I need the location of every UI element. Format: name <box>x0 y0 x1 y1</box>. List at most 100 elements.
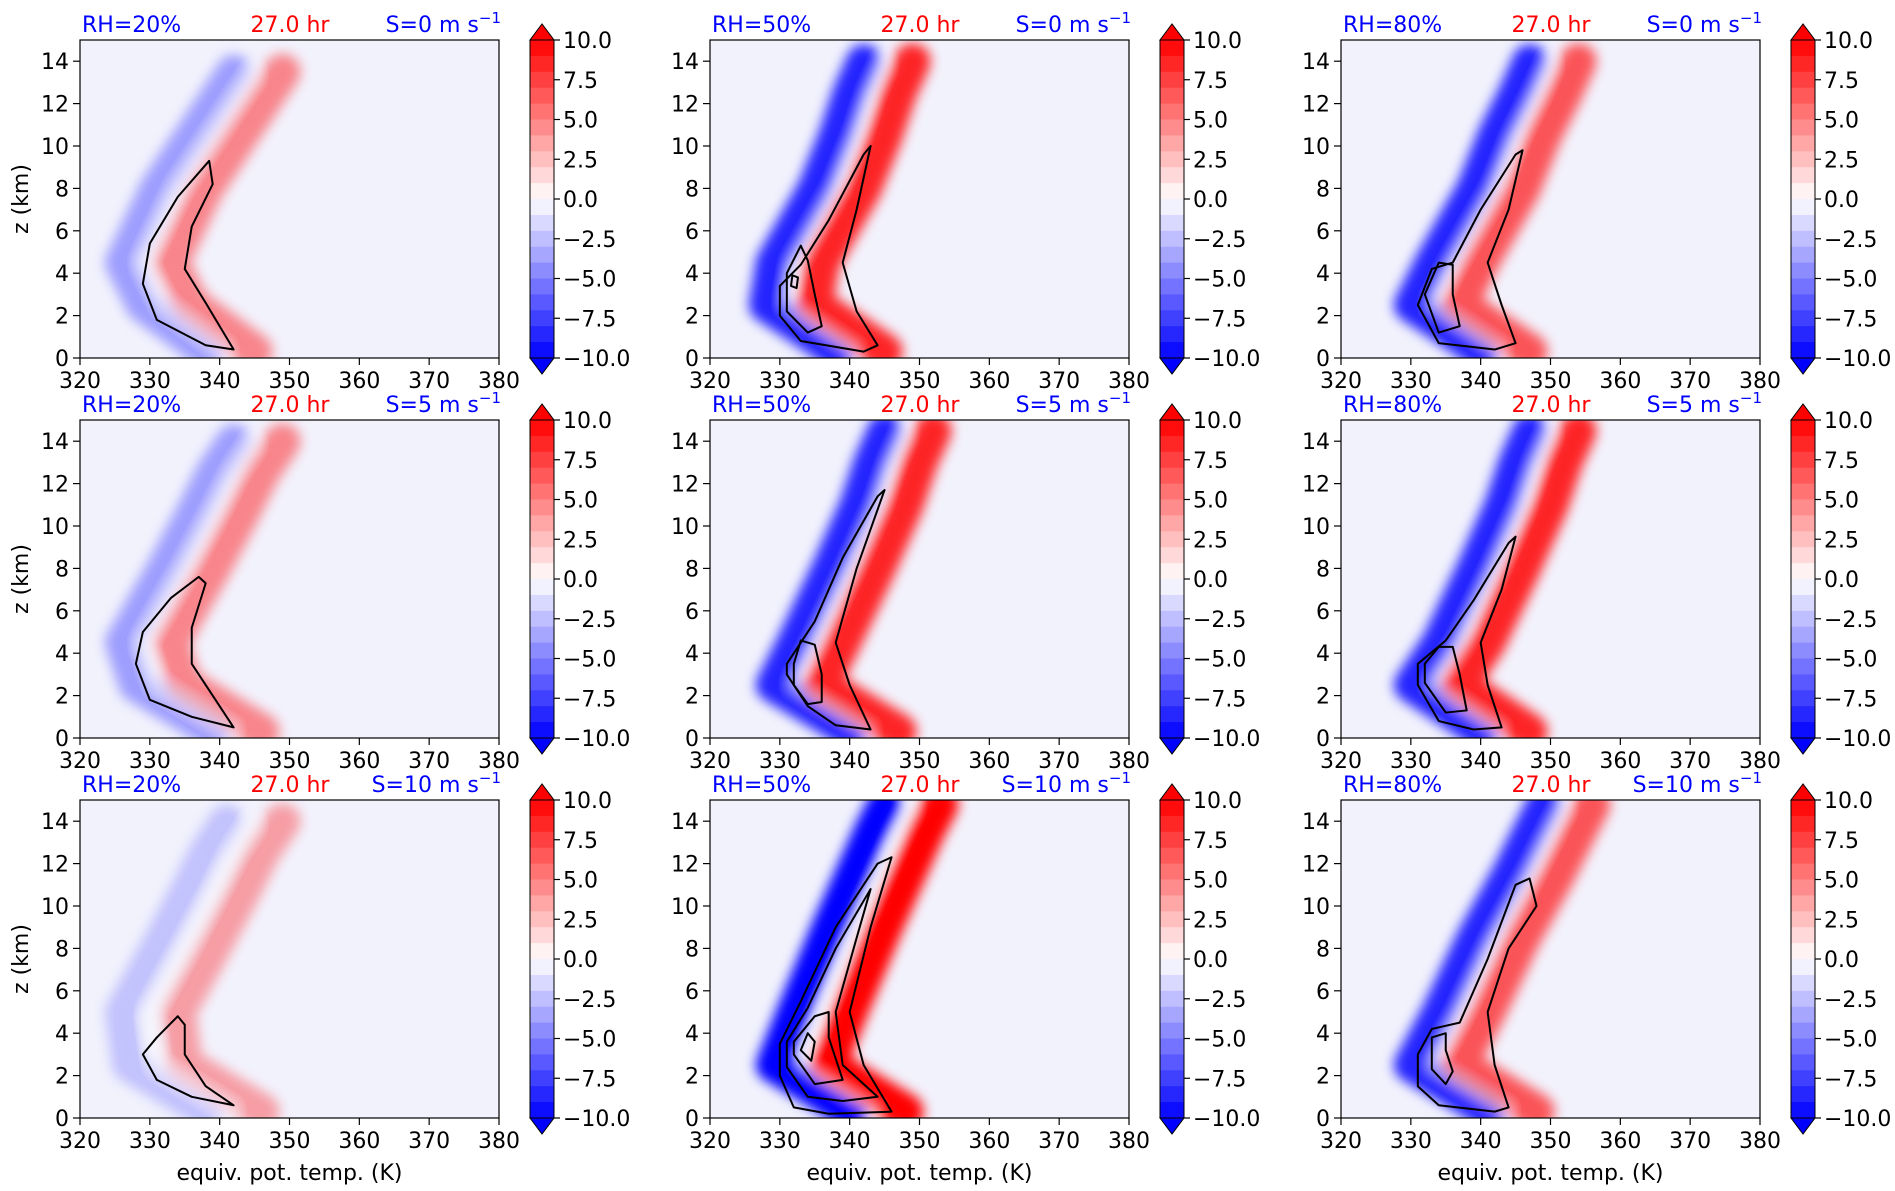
colorbar-bin <box>530 626 554 644</box>
colorbar-bin <box>1160 1022 1184 1039</box>
colorbar-tick-label: −10.0 <box>563 727 630 752</box>
contour-line <box>1423 261 1461 334</box>
y-tick-label: 2 <box>685 305 699 330</box>
colorbar-bin <box>530 40 554 57</box>
colorbar-bin <box>1160 800 1184 817</box>
negative-anomaly-band <box>104 54 251 358</box>
colorbar-bin <box>530 151 554 168</box>
colorbar-bin <box>1791 435 1815 453</box>
colorbar-bin <box>1791 531 1815 548</box>
colorbar-bin <box>1160 499 1184 516</box>
colorbar-tick-label: 5.0 <box>1824 489 1859 514</box>
x-tick-label: 340 <box>1460 1129 1502 1154</box>
shading-group <box>104 53 301 358</box>
x-tick-label: 330 <box>1390 1129 1432 1154</box>
colorbar-bin <box>530 71 554 89</box>
colorbar-bin <box>1791 310 1815 327</box>
time-label: 27.0 hr <box>881 773 961 798</box>
y-tick-label: 4 <box>55 642 69 667</box>
y-tick-label: 14 <box>1302 430 1330 455</box>
x-tick-label: 320 <box>59 749 101 774</box>
colorbar-tick-label: 5.0 <box>563 109 598 134</box>
y-tick-label: 14 <box>41 50 69 75</box>
x-tick-label: 360 <box>968 369 1010 394</box>
y-tick-label: 14 <box>671 50 699 75</box>
x-tick-label: 330 <box>759 1129 801 1154</box>
colorbar-tick-label: −2.5 <box>1824 608 1877 633</box>
colorbar-bin <box>1791 483 1815 500</box>
colorbar-tick-label: −2.5 <box>1193 608 1246 633</box>
x-tick-label: 340 <box>829 749 871 774</box>
colorbar-bin <box>1791 420 1815 437</box>
colorbar-1-2: 10.0 7.5 5.0 2.5 0.0 −2.5 −5.0 −7.5 −10.0 <box>1790 403 1891 755</box>
colorbar-bin <box>1160 943 1184 960</box>
colorbar-bin <box>1791 135 1815 152</box>
x-tick-label: 320 <box>1320 369 1362 394</box>
colorbar-bin <box>1160 674 1184 691</box>
colorbar-tick-label: −10.0 <box>1824 347 1891 372</box>
colorbar-tick-label: 7.5 <box>1824 449 1859 474</box>
colorbar-extend-min <box>529 737 555 755</box>
colorbar-bin <box>530 563 554 580</box>
colorbar-bin <box>530 451 554 469</box>
colorbar-tick-label: −10.0 <box>1824 1107 1891 1132</box>
y-tick-label: 2 <box>1316 685 1330 710</box>
contour-line <box>134 575 235 729</box>
colorbar-bin <box>1160 246 1184 264</box>
colorbar-bin <box>1160 959 1184 976</box>
colorbar-tick-label: 5.0 <box>1824 869 1859 894</box>
colorbar-bin <box>1791 943 1815 960</box>
shear-label-text: S=0 m s <box>1647 13 1740 38</box>
colorbar-bin <box>530 310 554 327</box>
colorbar-bin <box>1160 342 1184 359</box>
colorbar-tick-label: −10.0 <box>1193 727 1260 752</box>
y-tick-label: 0 <box>1316 727 1330 752</box>
x-tick-label: 370 <box>408 749 450 774</box>
x-tick-label: 380 <box>1108 749 1150 774</box>
colorbar-bin <box>530 135 554 152</box>
colorbar-bin <box>1791 1070 1815 1087</box>
colorbar-extend-max <box>1790 23 1816 41</box>
y-tick-label: 12 <box>1302 853 1330 878</box>
negative-anomaly-band <box>1393 800 1561 1118</box>
colorbar-bin <box>1791 246 1815 264</box>
colorbar-bin <box>530 246 554 264</box>
colorbar-bin <box>530 895 554 912</box>
colorbar-bin <box>1791 815 1815 833</box>
colorbar-tick-label: 2.5 <box>1193 528 1228 553</box>
colorbar-bin <box>1791 230 1815 248</box>
x-tick-label: 380 <box>478 1129 520 1154</box>
colorbar-extend-max <box>529 23 555 41</box>
colorbar-tick-label: −2.5 <box>563 988 616 1013</box>
colorbar-bin <box>1791 87 1815 105</box>
y-tick-label: 12 <box>41 473 69 498</box>
colorbar-tick-label: −5.0 <box>1824 648 1877 673</box>
rh-label: RH=80% <box>1343 393 1442 418</box>
x-tick-label: 350 <box>899 369 941 394</box>
colorbar-tick-label: −2.5 <box>1193 988 1246 1013</box>
x-tick-label: 380 <box>1739 749 1781 774</box>
colorbar-bin <box>1160 895 1184 912</box>
x-tick-label: 320 <box>689 749 731 774</box>
y-tick-label: 2 <box>55 685 69 710</box>
colorbar-extend-max <box>1790 403 1816 421</box>
y-tick-label: 2 <box>685 685 699 710</box>
panel-2-1: 320 330 340 350 360 370 380 0 2 4 6 8 10 12 14 equiv. p… <box>671 769 1150 1186</box>
colorbar-tick-label: 10.0 <box>563 29 612 54</box>
colorbar-extend-min <box>1790 357 1816 375</box>
colorbar-bin <box>1160 815 1184 833</box>
x-tick-label: 330 <box>1390 369 1432 394</box>
shear-label-text: S=0 m s <box>386 13 479 38</box>
panel-1-1: 320 330 340 350 360 370 380 0 2 4 6 8 10 12 14 RH=50% 27… <box>671 389 1150 774</box>
panel-2-0: 320 330 340 350 360 370 380 0 2 4 6 8 10 12 14 z (km) eq… <box>9 769 520 1186</box>
x-tick-label: 340 <box>829 1129 871 1154</box>
x-tick-label: 320 <box>689 369 731 394</box>
time-label: 27.0 hr <box>251 773 331 798</box>
shear-label-exponent: −1 <box>1109 769 1131 787</box>
colorbar-bin <box>530 831 554 849</box>
panel-1-2: 320 330 340 350 360 370 380 0 2 4 6 8 10 12 14 RH=80% 27… <box>1302 389 1781 774</box>
colorbar-tick-label: 0.0 <box>1824 948 1859 973</box>
colorbar-bin <box>1160 183 1184 200</box>
shear-label-text: S=10 m s <box>1633 773 1740 798</box>
colorbar-bin <box>530 1054 554 1071</box>
